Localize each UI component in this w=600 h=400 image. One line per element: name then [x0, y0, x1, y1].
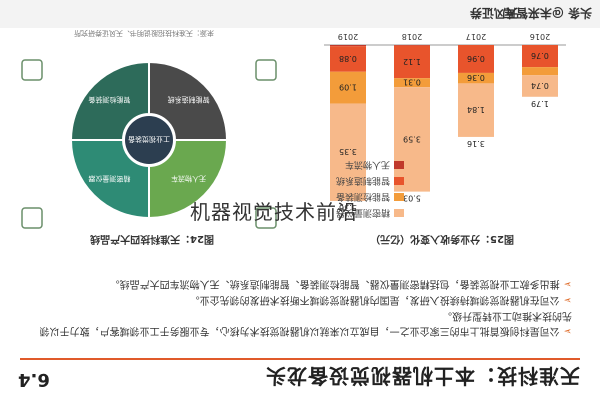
- footer-source: 头条 @未来智库: [503, 6, 592, 20]
- slide-title: 天准科技：本土机器视觉设备龙头: [265, 364, 580, 388]
- gear-icon: [255, 207, 277, 229]
- bar-value-label: 1.09: [339, 83, 357, 92]
- x-tick-label: 2016: [530, 32, 550, 41]
- legend-item: 智能制造系统: [336, 175, 404, 188]
- paragraph: ➢公司是科创板首批上市的三家企业之一，自成立以来就以机器视觉技术为核心，专业服务…: [39, 310, 572, 336]
- revenue-bar-chart: 0.76 0.74 1.79 2016 0.96 0.36 1.84 3.16 2017 1.12…: [324, 32, 566, 212]
- legend-label: 无人物流车: [344, 159, 390, 169]
- paragraph: ➢推出多款工业视觉装备，包括精密测量仪器、智能检测装备、智能制造系统、无人物流车…: [109, 278, 572, 289]
- donut-slice: [148, 60, 229, 141]
- slide-footer: 天风证券 头条 @未来智库: [0, 0, 600, 28]
- legend-swatch: [394, 161, 404, 170]
- slice-label: 无人物流车: [171, 175, 206, 184]
- donut-center-label: 工业视觉装备: [128, 135, 170, 144]
- bar-segment: [458, 72, 494, 84]
- donut-center: [125, 116, 173, 164]
- bar-total-label: 5.03: [403, 193, 421, 202]
- legend-swatch: [394, 177, 404, 186]
- bar-segment: [330, 103, 366, 201]
- bar-total-label: 1.79: [531, 99, 549, 108]
- bar-value-label: 0.76: [531, 51, 549, 60]
- slice-label: 智能制造系统: [168, 95, 210, 104]
- bullet-icon: ➢: [563, 294, 572, 305]
- paragraph: ➢公司在机器视觉领域持续投入研发，是国内机器视觉领域不断技术研发的领先企业。: [189, 294, 572, 305]
- source-note: 来源：天准科技招股说明书、天风证券研究所: [74, 29, 214, 37]
- legend-label: 智能制造系统: [335, 175, 390, 185]
- donut-slice: [69, 139, 150, 220]
- product-line-figure: 图24：天准科技四大产品线 精密测量仪器 智能检测装备 智能制造系统 无人物流车 工业视…: [14, 20, 284, 250]
- factory-icon: [21, 207, 43, 229]
- bar-total-label: 5.36: [339, 203, 357, 212]
- bullet-icon: ➢: [563, 278, 572, 289]
- bar-segment: [394, 45, 430, 79]
- bar-segment: [330, 45, 366, 47]
- legend-swatch: [394, 193, 404, 202]
- slide-header: 天准科技：本土机器视觉设备龙头 6.4: [0, 354, 600, 400]
- bar-segment: [394, 45, 430, 46]
- bar-segment: [522, 75, 558, 97]
- legend-swatch: [394, 209, 404, 218]
- bar-value-label: 0.96: [467, 54, 485, 63]
- bar-segment: [394, 78, 430, 88]
- donut-slice: [148, 139, 229, 220]
- bar-value-label: 0.74: [531, 81, 549, 90]
- header-divider: [20, 358, 580, 360]
- bar-value-label: 3.35: [339, 147, 357, 156]
- phone-icon: [21, 59, 43, 81]
- bar-value-label: 0.88: [339, 54, 357, 63]
- bar-segment: [330, 71, 366, 104]
- bar-segment: [522, 67, 558, 76]
- bar-value-label: 3.59: [403, 134, 421, 143]
- bar-segment: [522, 45, 558, 68]
- bar-segment: [458, 45, 494, 73]
- bar-segment: [394, 87, 430, 192]
- bar-total-label: 3.16: [467, 139, 485, 148]
- section-number: 6.4: [18, 369, 50, 390]
- revenue-chart-figure: 图25：分业务收入变化（亿元） 0.76 0.74 1.79 2016 0.96 0.36…: [314, 20, 574, 250]
- donut-slice: [69, 60, 150, 141]
- slice-label: 精密测量仪器: [88, 175, 130, 184]
- bar-value-label: 1.12: [403, 57, 421, 66]
- bar-value-label: 1.84: [467, 105, 485, 114]
- x-tick-label: 2019: [338, 32, 358, 41]
- car-icon: [255, 59, 277, 81]
- bar-segment: [458, 83, 494, 137]
- watermark-text: 机器视觉技术前沿: [190, 200, 358, 224]
- x-tick-label: 2017: [466, 32, 486, 41]
- bar-value-label: 0.36: [467, 73, 485, 82]
- body-text: ➢公司是科创板首批上市的三家企业之一，自成立以来就以机器视觉技术为核心，专业服务…: [32, 275, 572, 338]
- bullet-icon: ➢: [563, 325, 572, 336]
- bar-value-label: 0.31: [403, 78, 421, 87]
- slice-label: 智能检测装备: [88, 95, 130, 104]
- legend-item: 无人物流车: [336, 159, 404, 172]
- x-tick-label: 2018: [402, 32, 422, 41]
- bar-segment: [330, 46, 366, 72]
